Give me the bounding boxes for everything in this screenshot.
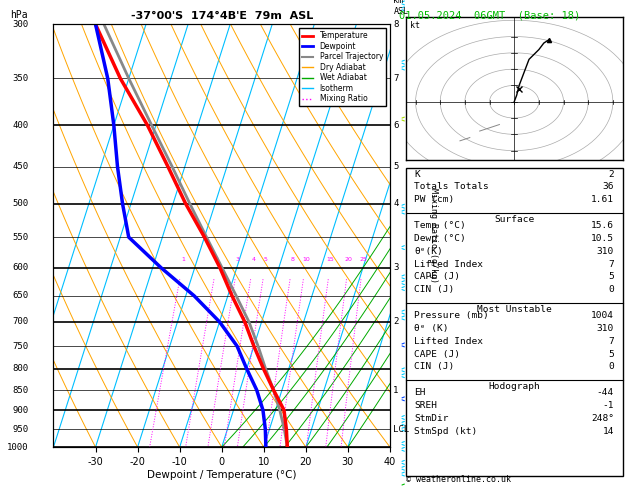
Text: 5: 5 — [264, 257, 268, 262]
Text: 550: 550 — [12, 233, 28, 242]
Text: 300: 300 — [12, 20, 28, 29]
Text: CAPE (J): CAPE (J) — [415, 349, 460, 359]
Text: SREH: SREH — [415, 401, 437, 410]
Text: Hodograph: Hodograph — [488, 382, 540, 391]
Text: CIN (J): CIN (J) — [415, 363, 455, 371]
Text: StmDir: StmDir — [415, 414, 449, 423]
Text: 350: 350 — [12, 74, 28, 83]
Text: 310: 310 — [597, 247, 614, 256]
Text: 20: 20 — [345, 257, 353, 262]
Text: 01.05.2024  06GMT  (Base: 18): 01.05.2024 06GMT (Base: 18) — [399, 11, 581, 21]
Text: 6: 6 — [393, 121, 399, 130]
Text: 4: 4 — [252, 257, 255, 262]
Text: 650: 650 — [12, 291, 28, 300]
Text: hPa: hPa — [11, 10, 28, 20]
Text: PW (cm): PW (cm) — [415, 195, 455, 204]
Text: 1004: 1004 — [591, 311, 614, 320]
Text: 2: 2 — [215, 257, 219, 262]
Text: 7: 7 — [608, 337, 614, 346]
Text: 500: 500 — [12, 199, 28, 208]
Text: Surface: Surface — [494, 215, 534, 224]
Text: 400: 400 — [12, 121, 28, 130]
Text: CAPE (J): CAPE (J) — [415, 273, 460, 281]
Text: 0: 0 — [608, 363, 614, 371]
Text: 1000: 1000 — [7, 443, 28, 451]
Text: -1: -1 — [603, 401, 614, 410]
Text: 14: 14 — [603, 427, 614, 436]
Text: -44: -44 — [597, 388, 614, 397]
Text: Pressure (mb): Pressure (mb) — [415, 311, 489, 320]
Title: -37°00'S  174°4B'E  79m  ASL: -37°00'S 174°4B'E 79m ASL — [131, 11, 313, 21]
Text: K: K — [415, 170, 420, 178]
Text: 1.61: 1.61 — [591, 195, 614, 204]
Text: 3: 3 — [393, 263, 399, 272]
Text: 450: 450 — [12, 162, 28, 171]
Text: Mixing Ratio (g/kg): Mixing Ratio (g/kg) — [429, 188, 438, 283]
Text: 2: 2 — [393, 317, 399, 327]
Text: CIN (J): CIN (J) — [415, 285, 455, 295]
Text: 3: 3 — [236, 257, 240, 262]
Text: 4: 4 — [393, 199, 399, 208]
Text: LCL: LCL — [393, 425, 409, 434]
Text: 700: 700 — [12, 317, 28, 327]
Text: 5: 5 — [608, 349, 614, 359]
Text: Most Unstable: Most Unstable — [477, 305, 552, 313]
Text: 8: 8 — [291, 257, 294, 262]
Text: θᵉ(K): θᵉ(K) — [415, 247, 443, 256]
Text: © weatheronline.co.uk: © weatheronline.co.uk — [406, 474, 511, 484]
Text: kt: kt — [410, 21, 420, 30]
Text: 2: 2 — [608, 170, 614, 178]
Text: 10.5: 10.5 — [591, 234, 614, 243]
Text: 900: 900 — [12, 406, 28, 415]
Text: 950: 950 — [12, 425, 28, 434]
Text: 10: 10 — [302, 257, 309, 262]
Text: 0: 0 — [608, 285, 614, 295]
Text: 5: 5 — [393, 162, 399, 171]
Text: 15: 15 — [326, 257, 335, 262]
Text: 1: 1 — [181, 257, 185, 262]
Text: 750: 750 — [12, 342, 28, 350]
Text: km
ASL: km ASL — [393, 0, 408, 16]
Text: θᵉ (K): θᵉ (K) — [415, 324, 449, 333]
Text: 7: 7 — [608, 260, 614, 269]
Text: 8: 8 — [393, 20, 399, 29]
Text: Temp (°C): Temp (°C) — [415, 221, 466, 230]
Text: 850: 850 — [12, 385, 28, 395]
Text: 15.6: 15.6 — [591, 221, 614, 230]
Text: 7: 7 — [393, 74, 399, 83]
Text: Lifted Index: Lifted Index — [415, 260, 483, 269]
Text: Lifted Index: Lifted Index — [415, 337, 483, 346]
Text: Totals Totals: Totals Totals — [415, 182, 489, 191]
Text: 1: 1 — [393, 385, 399, 395]
Text: 5: 5 — [608, 273, 614, 281]
Text: StmSpd (kt): StmSpd (kt) — [415, 427, 477, 436]
Legend: Temperature, Dewpoint, Parcel Trajectory, Dry Adiabat, Wet Adiabat, Isotherm, Mi: Temperature, Dewpoint, Parcel Trajectory… — [299, 28, 386, 106]
Text: EH: EH — [415, 388, 426, 397]
Text: 310: 310 — [597, 324, 614, 333]
Text: Dewp (°C): Dewp (°C) — [415, 234, 466, 243]
Text: 600: 600 — [12, 263, 28, 272]
Text: 25: 25 — [359, 257, 367, 262]
X-axis label: Dewpoint / Temperature (°C): Dewpoint / Temperature (°C) — [147, 469, 296, 480]
Text: 800: 800 — [12, 364, 28, 373]
Text: 248°: 248° — [591, 414, 614, 423]
Text: 36: 36 — [603, 182, 614, 191]
